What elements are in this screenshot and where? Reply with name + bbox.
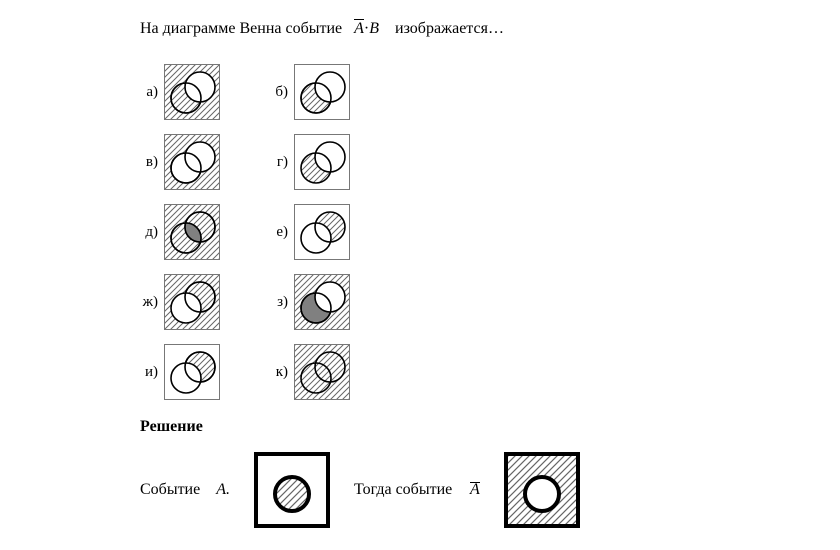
venn-diagram [294, 274, 350, 330]
venn-diagram [164, 344, 220, 400]
option: к) [270, 344, 350, 400]
solution-diagram-abar [504, 452, 580, 528]
option: е) [270, 204, 350, 260]
option-grid: а) б) в) г) д) е) ж) з) и) к) [140, 64, 830, 400]
option-row: а) б) [140, 64, 830, 120]
option: и) [140, 344, 270, 400]
option-label: ж) [140, 294, 158, 311]
option-label: е) [270, 224, 288, 241]
solution-then-phrase: Тогда событие ĀA [354, 481, 480, 499]
venn-diagram [164, 204, 220, 260]
venn-diagram [294, 64, 350, 120]
option-label: б) [270, 84, 288, 101]
question-prompt: На диаграмме Венна событие A ·B изобража… [140, 20, 830, 38]
venn-diagram [294, 344, 350, 400]
prompt-pre: На диаграмме Венна событие [140, 20, 342, 37]
solution-event-a-phrase: Событие A. [140, 481, 230, 499]
venn-diagram [294, 204, 350, 260]
option-label: а) [140, 84, 158, 101]
option-row: и) к) [140, 344, 830, 400]
option: а) [140, 64, 270, 120]
option-row: ж) з) [140, 274, 830, 330]
option: ж) [140, 274, 270, 330]
option-label: в) [140, 154, 158, 171]
venn-diagram [294, 134, 350, 190]
option: б) [270, 64, 350, 120]
option-label: к) [270, 364, 288, 381]
solution-heading: Решение [140, 418, 830, 436]
solution-diagram-a [254, 452, 330, 528]
venn-diagram [164, 64, 220, 120]
option-row: д) е) [140, 204, 830, 260]
option: г) [270, 134, 350, 190]
prompt-post: изображается… [395, 20, 504, 37]
option: в) [140, 134, 270, 190]
solution-line: Событие A. Тогда событие ĀA [140, 452, 830, 528]
option-label: з) [270, 294, 288, 311]
option: д) [140, 204, 270, 260]
option-label: г) [270, 154, 288, 171]
formula-b: B [369, 20, 379, 37]
option-label: д) [140, 224, 158, 241]
venn-diagram [164, 274, 220, 330]
option-label: и) [140, 364, 158, 381]
option: з) [270, 274, 350, 330]
formula-a-bar: A [354, 20, 364, 38]
option-row: в) г) [140, 134, 830, 190]
venn-diagram [164, 134, 220, 190]
